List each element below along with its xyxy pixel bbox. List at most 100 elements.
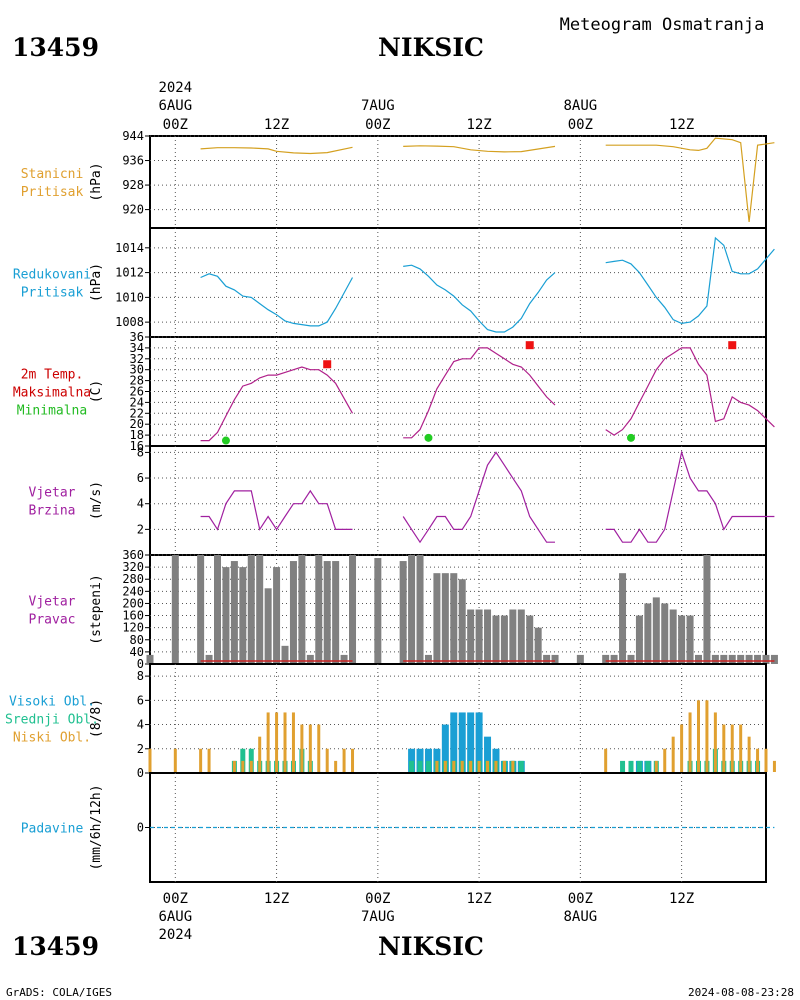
y-tick-label: 4 bbox=[137, 497, 144, 511]
y-tick-label: 6 bbox=[137, 693, 144, 707]
cloud-bar-2 bbox=[241, 760, 245, 772]
y-tick-label: 0 bbox=[137, 766, 144, 780]
y-tick-label: 240 bbox=[122, 584, 144, 598]
y-tick-label: 280 bbox=[122, 572, 144, 586]
wind-direction-bar bbox=[222, 567, 230, 664]
grads-credit: GrADS: COLA/IGES bbox=[6, 986, 112, 999]
panel-pressure_station: 944 936 928 920 (hPa) Stanicni Pritisak bbox=[21, 129, 775, 229]
wind-direction-bar bbox=[762, 654, 770, 664]
cloud-bar-2 bbox=[680, 724, 684, 772]
wind-direction-bar bbox=[467, 609, 475, 664]
y-tick-label: 16 bbox=[130, 439, 144, 453]
cloud-bar-2 bbox=[654, 760, 658, 772]
wind-direction-bar bbox=[332, 561, 340, 664]
cloud-bar-0 bbox=[458, 712, 466, 772]
y-axis-label: (hPa) bbox=[89, 162, 104, 201]
y-tick-label: 28 bbox=[130, 374, 144, 388]
y-tick-label: 6 bbox=[137, 471, 144, 485]
bottom-time-axis: 00Z 12Z 00Z 12Z 00Z 12Z 6AUG 2024 7AUG 8AUG bbox=[158, 891, 694, 943]
cloud-bar-2 bbox=[249, 760, 253, 772]
bottom-date-label: 8AUG bbox=[563, 909, 597, 925]
wind-direction-bar bbox=[619, 573, 627, 664]
cloud-bar-2 bbox=[663, 748, 667, 772]
top-time-tick-label: 12Z bbox=[466, 117, 491, 133]
bottom-time-tick-label: 12Z bbox=[264, 891, 289, 907]
cloud-bar-0 bbox=[475, 712, 483, 772]
cloud-bar-2 bbox=[199, 748, 203, 772]
panel-title-line: 2m Temp. bbox=[21, 368, 84, 383]
cloud-bar-2 bbox=[502, 760, 506, 772]
wind-direction-bar bbox=[694, 654, 702, 664]
wind-direction-bar bbox=[424, 654, 432, 664]
panel-title-line: Vjetar bbox=[29, 595, 76, 610]
cloud-bar-0 bbox=[467, 712, 475, 772]
series-line-pressure_reduced bbox=[605, 236, 775, 325]
cloud-bar-2 bbox=[764, 748, 768, 772]
y-tick-label: 30 bbox=[130, 363, 144, 377]
cloud-bar-0 bbox=[484, 736, 492, 772]
cloud-bar-2 bbox=[148, 748, 152, 772]
bottom-time-tick-label: 12Z bbox=[669, 891, 694, 907]
cloud-bar-2 bbox=[283, 712, 287, 772]
station-name-bottom: NIKSIC bbox=[378, 932, 484, 961]
wind-direction-bar bbox=[669, 609, 677, 664]
cloud-bar-2 bbox=[671, 736, 675, 772]
top-date-label: 6AUG bbox=[158, 98, 192, 114]
y-tick-label: 120 bbox=[122, 621, 144, 635]
wind-direction-bar bbox=[441, 573, 449, 664]
wind-direction-bar bbox=[754, 654, 762, 664]
cloud-bar-0 bbox=[450, 712, 458, 772]
cloud-bar-2 bbox=[342, 748, 346, 772]
wind-direction-bar bbox=[728, 654, 736, 664]
y-tick-label: 928 bbox=[122, 178, 144, 192]
cloud-bar-2 bbox=[300, 724, 304, 772]
cloud-bar-2 bbox=[291, 712, 295, 772]
wind-direction-bar bbox=[214, 555, 222, 664]
wind-direction-bar bbox=[458, 579, 466, 664]
y-axis-label: (8/8) bbox=[89, 699, 104, 738]
panel-wind_speed: 2 4 6 8 (m/s) Vjetar Brzina bbox=[29, 445, 775, 556]
wind-direction-bar bbox=[509, 609, 517, 664]
y-tick-label: 22 bbox=[130, 406, 144, 420]
y-tick-label: 0 bbox=[137, 657, 144, 671]
wind-direction-bar bbox=[433, 573, 441, 664]
panel-title-line: Minimalna bbox=[17, 404, 87, 419]
cloud-bar-2 bbox=[713, 712, 717, 772]
wind-direction-bar bbox=[720, 654, 728, 664]
cloud-bar-1 bbox=[248, 748, 254, 772]
wind-direction-bar bbox=[686, 615, 694, 664]
panel-title-line: Srednji Obl. bbox=[5, 713, 99, 728]
wind-direction-bar bbox=[408, 555, 416, 664]
cloud-bar-2 bbox=[325, 748, 329, 772]
wind-direction-bar bbox=[289, 561, 297, 664]
y-tick-label: 32 bbox=[130, 352, 144, 366]
cloud-bar-2 bbox=[477, 760, 481, 772]
cloud-bar-2 bbox=[722, 724, 726, 772]
y-tick-label: 936 bbox=[122, 154, 144, 168]
y-tick-label: 0 bbox=[137, 821, 144, 835]
panel-precipitation: 0 (mm/6h/12h) Padavine bbox=[21, 772, 775, 883]
wind-direction-bar bbox=[247, 555, 255, 664]
cloud-bar-1 bbox=[636, 760, 642, 772]
series-line-pressure_reduced bbox=[200, 273, 354, 327]
wind-direction-bar bbox=[450, 573, 458, 664]
wind-direction-bar bbox=[416, 555, 424, 664]
cloud-bar-0 bbox=[492, 748, 500, 772]
series-line-pressure_reduced bbox=[403, 264, 556, 333]
y-tick-label: 20 bbox=[130, 417, 144, 431]
top-time-axis: 00Z 12Z 00Z 12Z 00Z 12Z 6AUG 2024 7AUG 8AUG bbox=[158, 80, 694, 133]
y-tick-label: 18 bbox=[130, 428, 144, 442]
cloud-bar-1 bbox=[628, 760, 634, 772]
wind-direction-bar bbox=[678, 615, 686, 664]
wind-direction-bar bbox=[551, 654, 559, 664]
panel-title-line: Padavine bbox=[21, 822, 84, 837]
cloud-bar-2 bbox=[266, 712, 270, 772]
cloud-bar-2 bbox=[452, 760, 456, 772]
wind-direction-bar bbox=[315, 555, 323, 664]
y-tick-label: 8 bbox=[137, 445, 144, 459]
cloud-bar-2 bbox=[275, 712, 279, 772]
top-time-tick-label: 12Z bbox=[669, 117, 694, 133]
wind-direction-bar bbox=[306, 654, 314, 664]
